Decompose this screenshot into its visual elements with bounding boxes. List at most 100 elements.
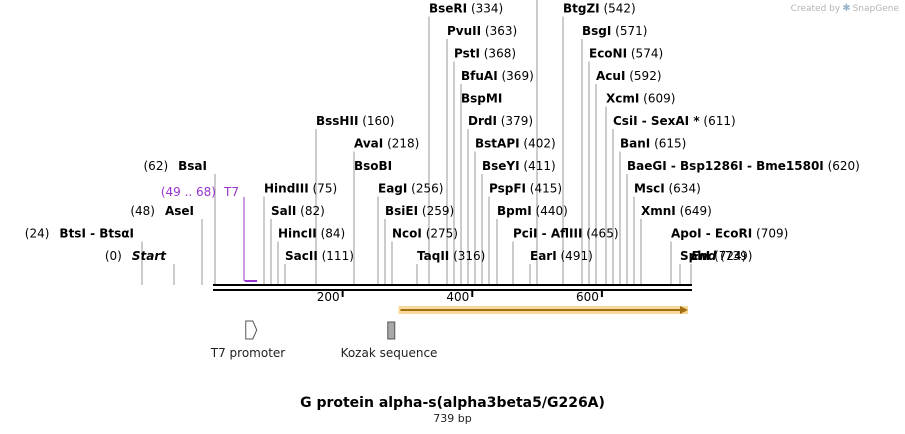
feature-kozak[interactable]: Kozak sequence [341, 321, 438, 360]
credit-brand: SnapGene [852, 3, 899, 14]
orf-arrow[interactable] [398, 306, 688, 314]
site-label: CsiI - SexAI * (611) [613, 114, 736, 128]
site-name: EagI [378, 182, 407, 196]
enzyme-site-ncoi[interactable]: NcoI (275) [392, 227, 458, 241]
enzyme-site-eari[interactable]: EarI (491) [530, 249, 593, 263]
site-name: AvaI [354, 137, 383, 151]
enzyme-sites: Start (0) BtsI - BtsαI (24) AseI (48) BsaI (62)… [25, 2, 860, 264]
sequence-length: 739 bp [433, 412, 472, 425]
site-name: - Bsp1286I [667, 159, 743, 173]
site-position: (368) [480, 47, 516, 61]
enzyme-site-bani[interactable]: BanI (615) [620, 137, 686, 151]
feature-label-kozak: Kozak sequence [341, 346, 438, 360]
enzyme-site-start[interactable]: Start (0) [105, 249, 167, 263]
site-position: (111) [318, 249, 354, 263]
site-position: (620) [824, 159, 860, 173]
site-label: EagI (256) [378, 182, 443, 196]
site-position: (24) [25, 227, 50, 241]
site-label: BspMI [461, 92, 502, 106]
enzyme-site-hindiii[interactable]: HindIII (75) [264, 182, 337, 196]
enzyme-site-avai[interactable]: AvaI (218) [354, 137, 419, 151]
enzyme-site-taqii[interactable]: TaqII (316) [417, 249, 485, 263]
enzyme-site-xmni[interactable]: XmnI (649) [641, 204, 712, 218]
site-position: (75) [309, 182, 337, 196]
site-position: (363) [481, 24, 517, 38]
site-label: HindIII (75) [264, 182, 337, 196]
site-label: BsoBI [354, 159, 392, 173]
enzyme-site-btgzi[interactable]: BtgZI (542) [563, 2, 636, 16]
primer-t7[interactable]: (49 .. 68) T7 [161, 185, 258, 282]
site-position: (369) [498, 69, 534, 83]
site-name: BfuAI [461, 69, 498, 83]
site-name: NcoI [392, 227, 422, 241]
enzyme-site-drdi[interactable]: DrdI (379) [468, 114, 533, 128]
site-name: SalI [271, 204, 296, 218]
enzyme-site-econi[interactable]: EcoNI (574) [589, 47, 663, 61]
site-position: (634) [665, 182, 701, 196]
site-label: SacII (111) [285, 249, 354, 263]
site-position: (465) [582, 227, 618, 241]
site-position: (0) [105, 249, 122, 263]
enzyme-site-bspmi[interactable]: BspMI [461, 92, 502, 106]
enzyme-site-sphi[interactable]: SphI (724) [680, 249, 746, 263]
site-label: BanI (615) [620, 137, 686, 151]
enzyme-site-bseri[interactable]: BseRI (334) [429, 2, 503, 16]
enzyme-site-pcii[interactable]: PciI - AflIII (465) [513, 227, 619, 241]
enzyme-site-end[interactable]: End (739) [691, 249, 752, 263]
site-name: - SexAI * [638, 114, 701, 128]
enzyme-site-pvuii[interactable]: PvuII (363) [447, 24, 517, 38]
site-label: SphI (724) [680, 249, 746, 263]
site-label: BsiEI (259) [385, 204, 454, 218]
site-name: BtgZI [563, 2, 600, 16]
site-position: (440) [532, 204, 568, 218]
site-name: - AflIII [538, 227, 583, 241]
site-position: (160) [358, 114, 394, 128]
site-label: BfuAI (369) [461, 69, 534, 83]
site-position: (571) [611, 24, 647, 38]
site-name: BtsI [59, 227, 86, 241]
site-name: SphI [680, 249, 710, 263]
site-position: (574) [627, 47, 663, 61]
enzyme-site-bsiei[interactable]: BsiEI (259) [385, 204, 454, 218]
enzyme-site-sacii[interactable]: SacII (111) [285, 249, 354, 263]
enzyme-site-bpmi[interactable]: BpmI (440) [497, 204, 568, 218]
enzyme-site-bfuai[interactable]: BfuAI (369) [461, 69, 534, 83]
enzyme-site-bsai[interactable]: BsaI (62) [144, 159, 208, 173]
feature-t7-promoter[interactable]: T7 promoter [210, 320, 286, 360]
site-name: BseRI [429, 2, 467, 16]
site-name: BanI [620, 137, 650, 151]
site-label: NcoI (275) [392, 227, 458, 241]
enzyme-site-psti[interactable]: PstI (368) [454, 47, 516, 61]
site-position: (739) [716, 249, 752, 263]
enzyme-site-btsi[interactable]: BtsI - BtsαI (24) [25, 227, 134, 241]
orf-arrowhead-icon [680, 306, 688, 314]
enzyme-site-bsgi[interactable]: BsgI (571) [582, 24, 647, 38]
enzyme-site-baegi[interactable]: BaeGI - Bsp1286I - Bme1580I (620) [627, 159, 860, 173]
site-position: (316) [449, 249, 485, 263]
site-label: AcuI (592) [596, 69, 662, 83]
enzyme-site-bstapi[interactable]: BstAPI (402) [475, 137, 556, 151]
site-label: DrdI (379) [468, 114, 533, 128]
enzyme-site-sali[interactable]: SalI (82) [271, 204, 325, 218]
enzyme-site-pspfi[interactable]: PspFI (415) [489, 182, 562, 196]
enzyme-site-acui[interactable]: AcuI (592) [596, 69, 662, 83]
enzyme-site-asei[interactable]: AseI (48) [130, 204, 194, 218]
enzyme-site-msci[interactable]: MscI (634) [634, 182, 701, 196]
enzyme-site-bsobi[interactable]: BsoBI [354, 159, 392, 173]
enzyme-site-bsshii[interactable]: BssHII (160) [316, 114, 395, 128]
site-name: ApoI [671, 227, 702, 241]
site-label: ApoI - EcoRI (709) [671, 227, 788, 241]
site-label: PspFI (415) [489, 182, 562, 196]
enzyme-site-apoi[interactable]: ApoI - EcoRI (709) [671, 227, 788, 241]
site-name: DrdI [468, 114, 497, 128]
enzyme-site-hincii[interactable]: HincII (84) [278, 227, 345, 241]
site-name: AseI [165, 204, 194, 218]
site-position: (542) [600, 2, 636, 16]
site-name: BsoBI [354, 159, 392, 173]
enzyme-site-csii[interactable]: CsiI - SexAI * (611) [613, 114, 736, 128]
site-position: (48) [130, 204, 155, 218]
enzyme-site-eagi[interactable]: EagI (256) [378, 182, 443, 196]
ruler: 200 400 600 [317, 290, 603, 304]
enzyme-site-bseyi[interactable]: BseYI (411) [482, 159, 556, 173]
enzyme-site-xcmi[interactable]: XcmI (609) [606, 92, 675, 106]
